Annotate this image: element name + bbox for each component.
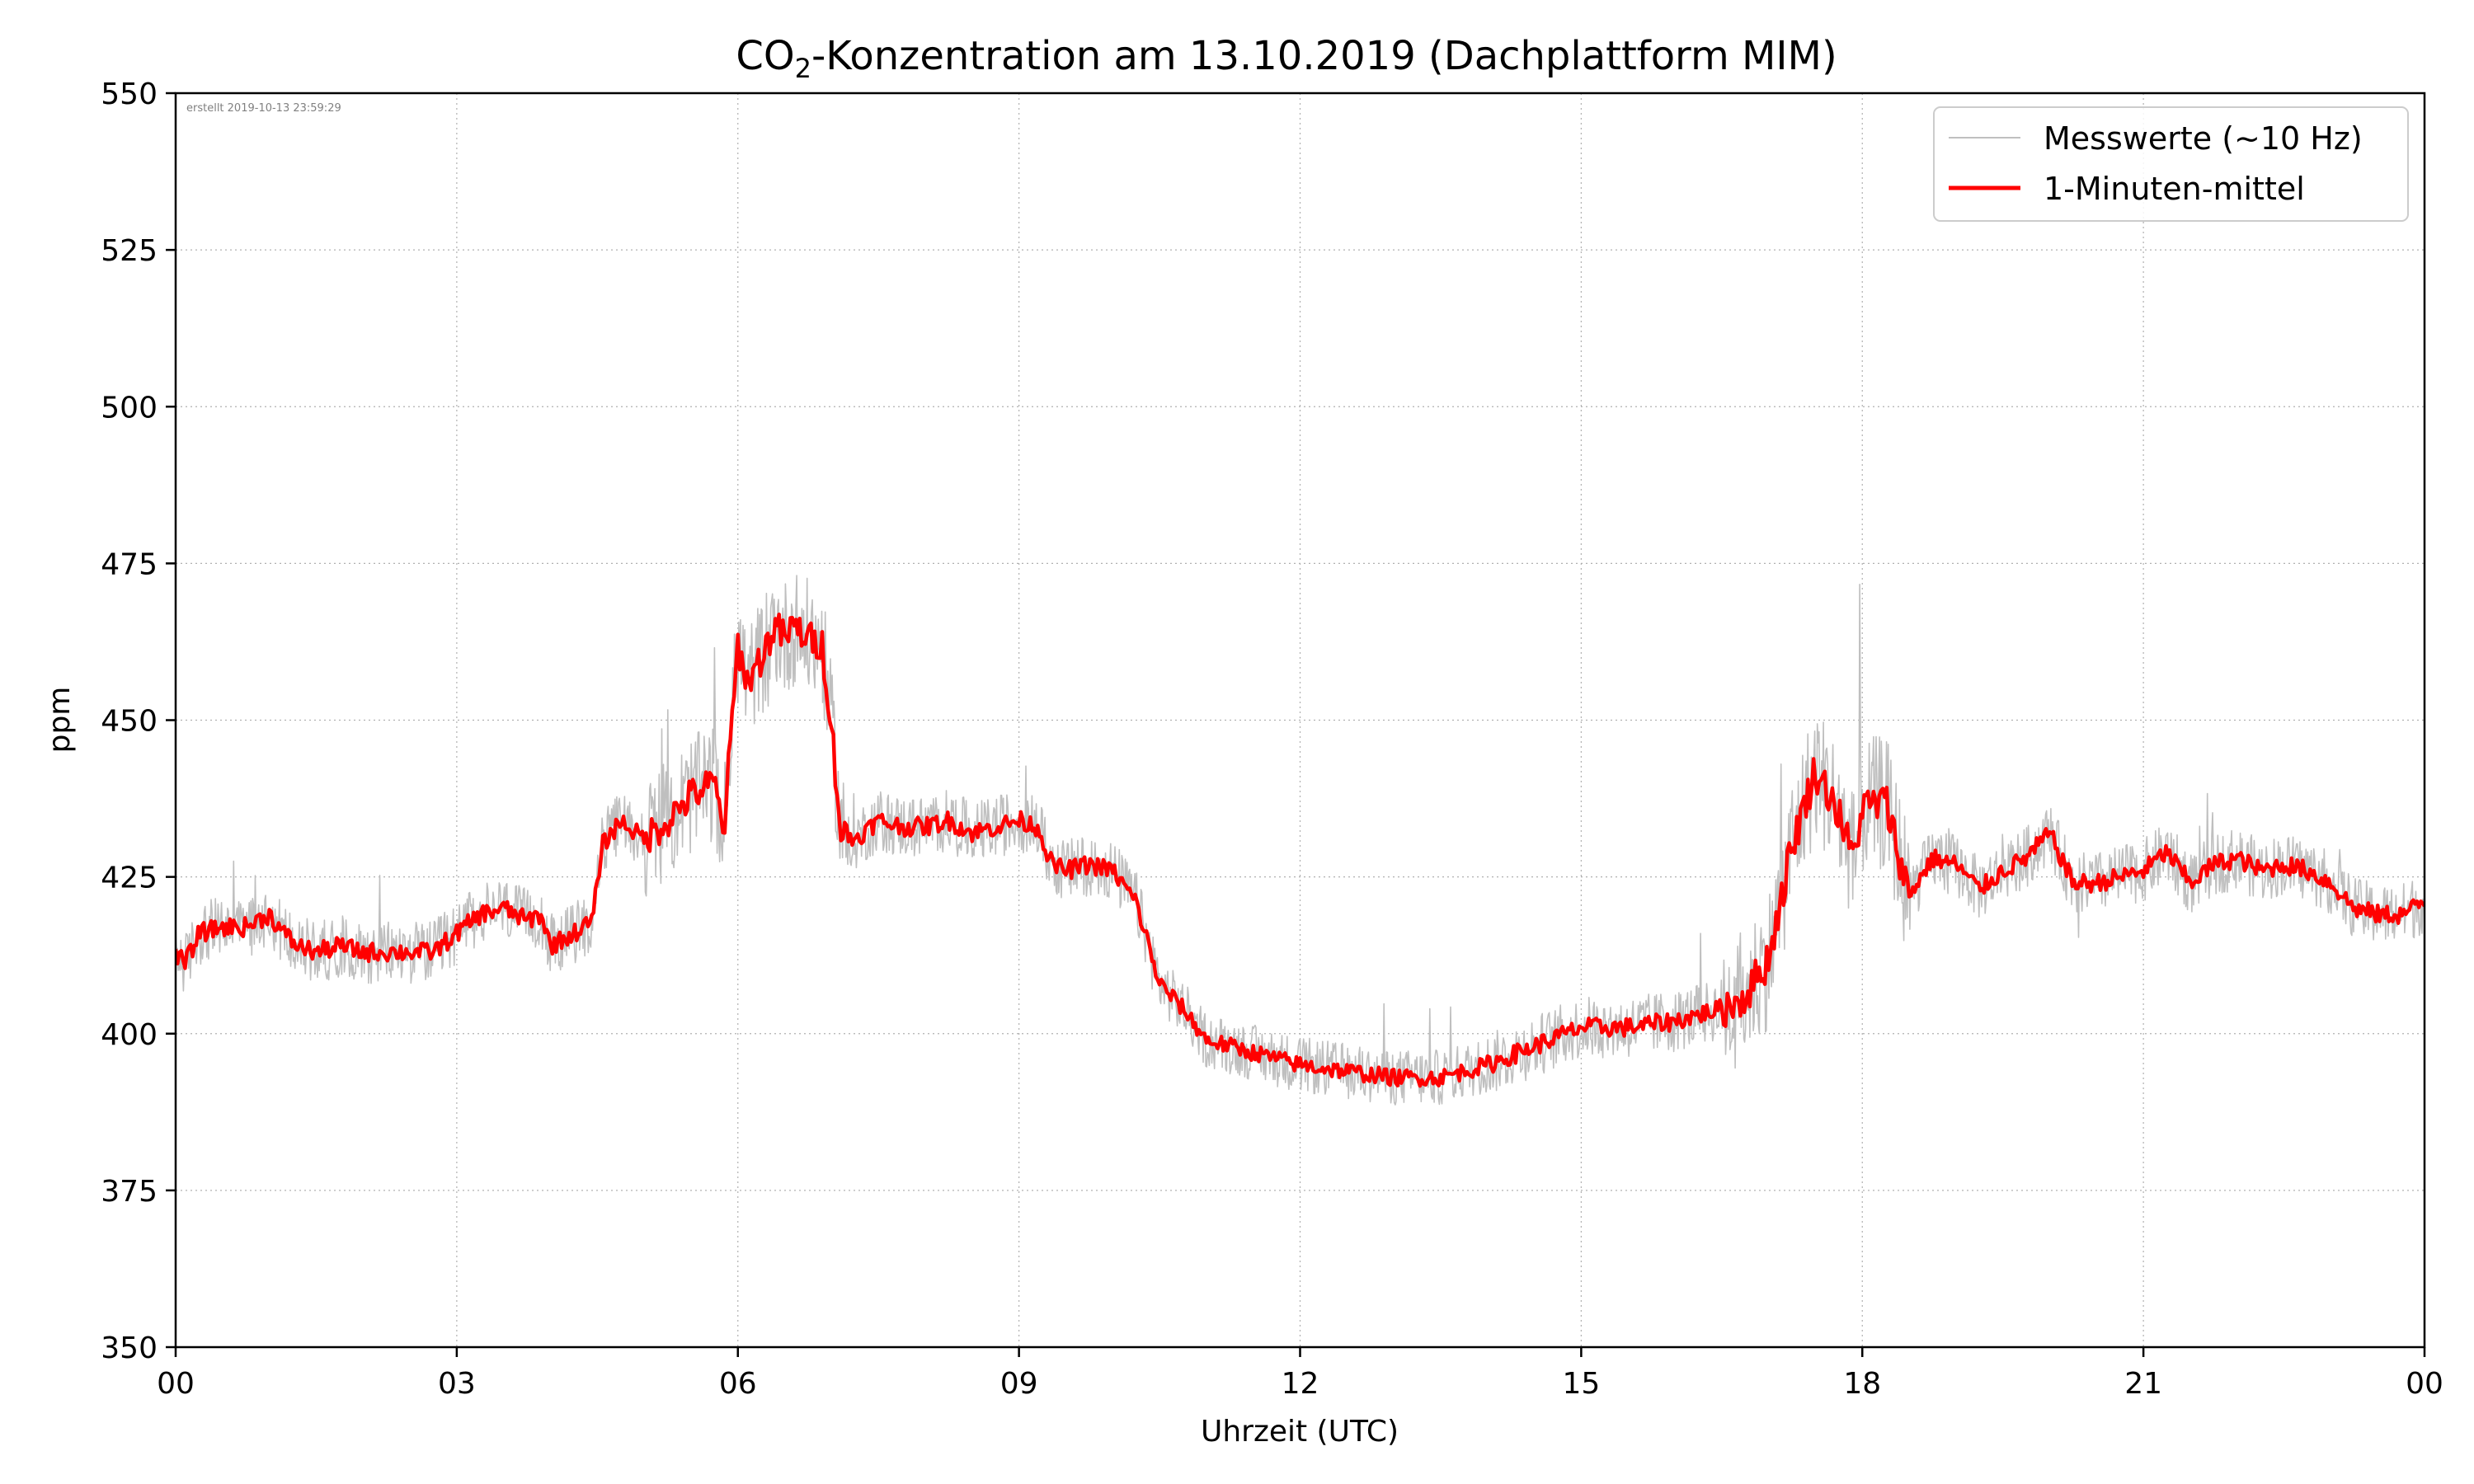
y-tick-label: 475: [101, 547, 158, 581]
y-tick-label: 550: [101, 77, 158, 111]
x-tick-label: 03: [438, 1367, 476, 1401]
x-tick-label: 12: [1282, 1367, 1319, 1401]
legend-box: [1933, 106, 2409, 222]
series-line-mean: [176, 613, 2425, 1088]
x-axis: 00 03 06 09 12 15 18 21 00: [157, 1347, 2443, 1401]
series-layer: [176, 575, 2425, 1106]
x-tick-label: 00: [2406, 1367, 2443, 1401]
x-tick-label: 21: [2124, 1367, 2162, 1401]
y-axis: 350 375 400 425 450 475 500 525 550: [101, 77, 176, 1365]
y-axis-label: ppm: [43, 687, 77, 754]
x-tick-label: 09: [1000, 1367, 1038, 1401]
x-tick-label: 15: [1562, 1367, 1600, 1401]
legend-label-mean: 1-Minuten-mittel: [2044, 171, 2305, 207]
y-tick-label: 450: [101, 705, 158, 739]
y-tick-label: 525: [101, 234, 158, 268]
y-tick-label: 350: [101, 1331, 158, 1365]
x-axis-label: Uhrzeit (UTC): [1201, 1415, 1399, 1449]
legend: Messwerte (~10 Hz) 1-Minuten-mittel: [1933, 106, 2409, 222]
title-subscript: 2: [795, 53, 811, 84]
title-prefix: CO: [736, 33, 794, 79]
y-tick-label: 400: [101, 1018, 158, 1052]
y-tick-label: 500: [101, 391, 158, 425]
x-tick-label: 00: [157, 1367, 195, 1401]
creation-stamp: erstellt 2019-10-13 23:59:29: [186, 102, 341, 115]
chart-title: CO2-Konzentration am 13.10.2019 (Dachpla…: [736, 33, 1837, 84]
y-tick-label: 425: [101, 862, 158, 895]
legend-label-measured: Messwerte (~10 Hz): [2044, 120, 2363, 157]
title-suffix: -Konzentration am 13.10.2019 (Dachplattf…: [811, 33, 1837, 79]
x-tick-label: 18: [1843, 1367, 1881, 1401]
x-tick-label: 06: [719, 1367, 757, 1401]
y-tick-label: 375: [101, 1175, 158, 1209]
